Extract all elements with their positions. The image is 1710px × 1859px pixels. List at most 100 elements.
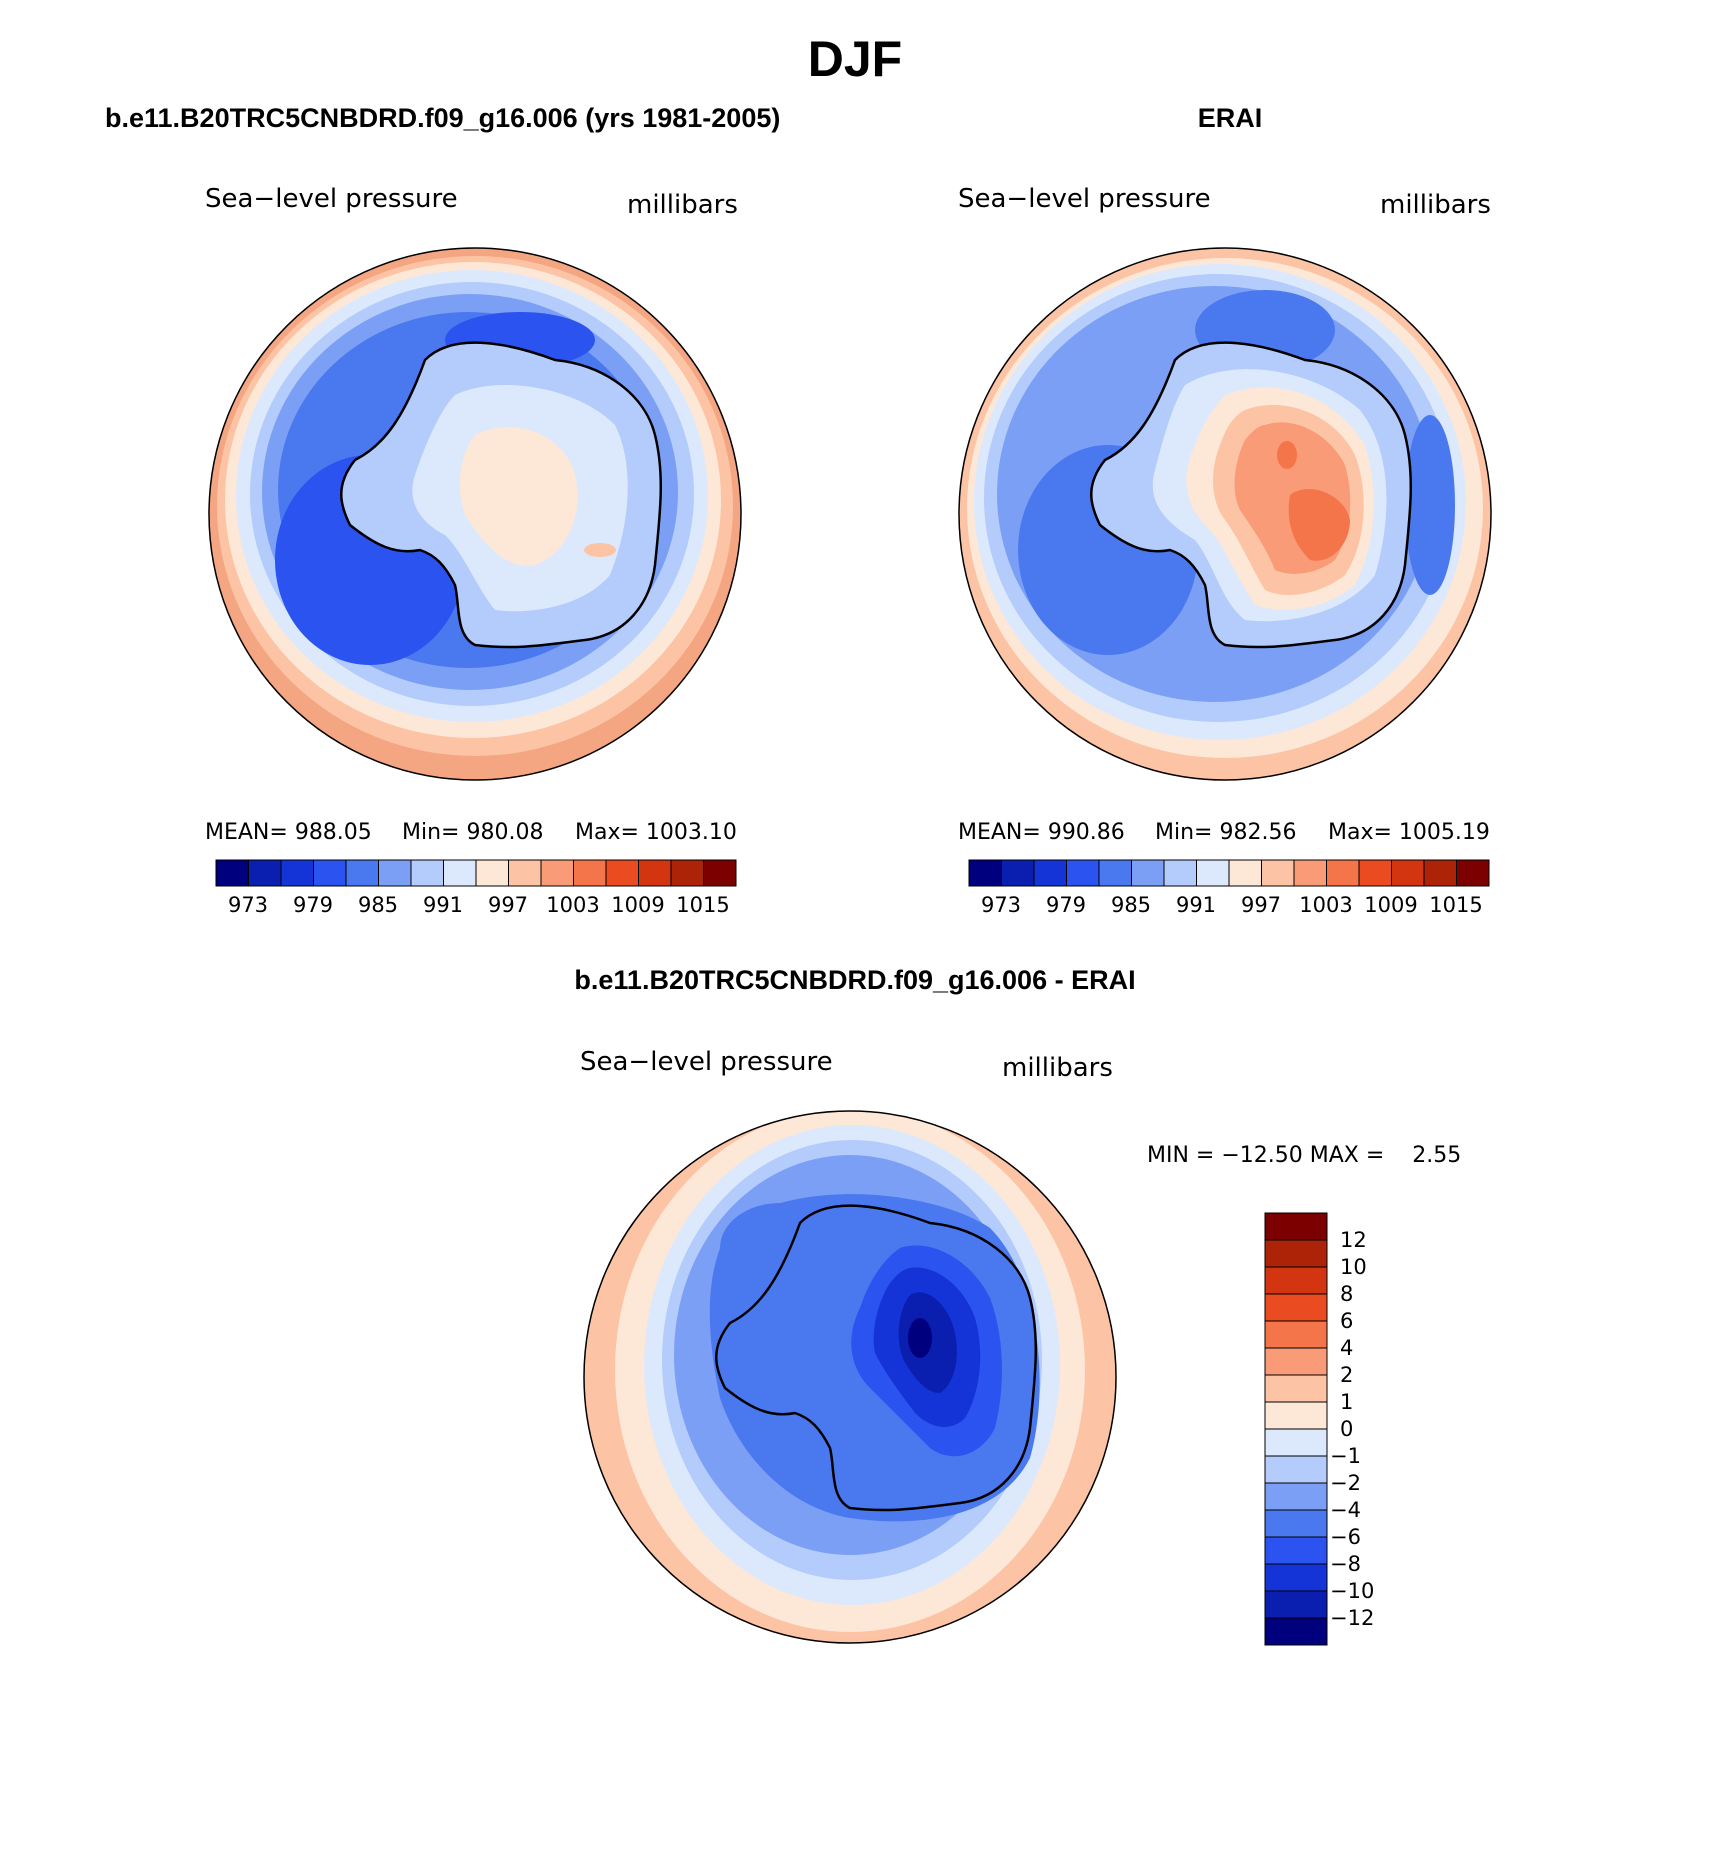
panel2-cb-tick: 985 bbox=[1111, 893, 1151, 917]
panel1-cb-tick: 991 bbox=[423, 893, 463, 917]
colorbar-swatch bbox=[280, 859, 314, 887]
colorbar-swatch bbox=[1264, 1347, 1328, 1376]
panel3-cb-tick: −12 bbox=[1330, 1606, 1374, 1630]
colorbar-swatch bbox=[670, 859, 704, 887]
panel1-colorbar-labels: 973 979 985 991 997 1003 1009 1015 bbox=[228, 893, 730, 917]
figure-title: DJF bbox=[807, 31, 903, 87]
panel3-field-label: Sea−level pressure bbox=[580, 1047, 833, 1077]
colorbar-swatch bbox=[475, 859, 509, 887]
colorbar-swatch bbox=[1261, 859, 1295, 887]
colorbar-swatch bbox=[1228, 859, 1262, 887]
panel3-minmax: MIN = −12.50 MAX = 2.55 bbox=[1147, 1143, 1461, 1168]
panel3-cb-tick: 0 bbox=[1340, 1417, 1353, 1441]
colorbar-swatch bbox=[1358, 859, 1392, 887]
panel1-units-label: millibars bbox=[627, 190, 738, 220]
panel2-cb-tick: 979 bbox=[1046, 893, 1086, 917]
colorbar-swatch bbox=[1264, 1374, 1328, 1403]
panel3-cb-tick: −8 bbox=[1330, 1552, 1361, 1576]
panel1-min: Min= 980.08 bbox=[402, 820, 543, 845]
colorbar-swatch bbox=[1131, 859, 1165, 887]
panel2-min: Min= 982.56 bbox=[1155, 820, 1296, 845]
colorbar-swatch bbox=[1264, 1590, 1328, 1619]
colorbar-swatch bbox=[540, 859, 574, 887]
panel2-max: Max= 1005.19 bbox=[1328, 820, 1490, 845]
panel3-cb-tick: −1 bbox=[1330, 1444, 1361, 1468]
panel3-cb-tick: −10 bbox=[1330, 1579, 1374, 1603]
panel3-cb-tick: −4 bbox=[1330, 1498, 1361, 1522]
colorbar-swatch bbox=[508, 859, 542, 887]
panel1-map bbox=[209, 248, 741, 780]
panel2-cb-tick: 1003 bbox=[1299, 893, 1352, 917]
panel2-cb-tick: 991 bbox=[1176, 893, 1216, 917]
colorbar-swatch bbox=[605, 859, 639, 887]
colorbar-swatch bbox=[248, 859, 282, 887]
panel3-cb-tick: 6 bbox=[1340, 1309, 1353, 1333]
panel1-cb-tick: 979 bbox=[293, 893, 333, 917]
colorbar-swatch bbox=[1264, 1455, 1328, 1484]
colorbar-swatch bbox=[1264, 1212, 1328, 1241]
panel3-cb-tick: 12 bbox=[1340, 1228, 1367, 1252]
panel3-cb-tick: −2 bbox=[1330, 1471, 1361, 1495]
colorbar-swatch bbox=[573, 859, 607, 887]
panel2-cb-tick: 973 bbox=[981, 893, 1021, 917]
colorbar-swatch bbox=[1264, 1320, 1328, 1349]
panel2-cb-tick: 997 bbox=[1241, 893, 1281, 917]
colorbar-swatch bbox=[443, 859, 477, 887]
colorbar-swatch bbox=[1163, 859, 1197, 887]
panel2-title: ERAI bbox=[1197, 103, 1263, 133]
panel3-map bbox=[584, 1111, 1116, 1643]
colorbar-swatch bbox=[345, 859, 379, 887]
panel3-title: b.e11.B20TRC5CNBDRD.f09_g16.006 - ERAI bbox=[574, 965, 1136, 995]
colorbar-swatch bbox=[1066, 859, 1100, 887]
panel1-colorbar bbox=[215, 859, 737, 887]
colorbar-swatch bbox=[1264, 1401, 1328, 1430]
panel3-cb-tick: −6 bbox=[1330, 1525, 1361, 1549]
panel1-field-label: Sea−level pressure bbox=[205, 184, 458, 214]
panel1-mean: MEAN= 988.05 bbox=[205, 820, 372, 845]
panel1-cb-tick: 985 bbox=[358, 893, 398, 917]
panel2-cb-tick: 1009 bbox=[1364, 893, 1417, 917]
panel2-units-label: millibars bbox=[1380, 190, 1491, 220]
colorbar-swatch bbox=[1264, 1563, 1328, 1592]
colorbar-swatch bbox=[215, 859, 249, 887]
panel3-colorbar-labels: 12 10 8 6 4 2 1 0 −1 −2 −4 −6 −8 −10 −12 bbox=[1330, 1228, 1374, 1630]
panel1-cb-tick: 1009 bbox=[611, 893, 664, 917]
colorbar-swatch bbox=[1264, 1239, 1328, 1268]
colorbar-swatch bbox=[1001, 859, 1035, 887]
colorbar-swatch bbox=[1456, 859, 1490, 887]
colorbar-swatch bbox=[1326, 859, 1360, 887]
colorbar-swatch bbox=[1264, 1509, 1328, 1538]
colorbar-swatch bbox=[968, 859, 1002, 887]
colorbar-swatch bbox=[1264, 1617, 1328, 1646]
panel3-cb-tick: 2 bbox=[1340, 1363, 1353, 1387]
panel1-title: b.e11.B20TRC5CNBDRD.f09_g16.006 (yrs 198… bbox=[105, 103, 781, 133]
colorbar-swatch bbox=[1293, 859, 1327, 887]
colorbar-swatch bbox=[1264, 1293, 1328, 1322]
panel3-cb-tick: 10 bbox=[1340, 1255, 1367, 1279]
colorbar-swatch bbox=[410, 859, 444, 887]
colorbar-swatch bbox=[638, 859, 672, 887]
panel2-cb-tick: 1015 bbox=[1429, 893, 1482, 917]
panel1-cb-tick: 973 bbox=[228, 893, 268, 917]
colorbar-swatch bbox=[313, 859, 347, 887]
colorbar-swatch bbox=[1423, 859, 1457, 887]
panel1-cb-tick: 997 bbox=[488, 893, 528, 917]
panel1-cb-tick: 1003 bbox=[546, 893, 599, 917]
panel3-units-label: millibars bbox=[1002, 1053, 1113, 1083]
panel2-colorbar-labels: 973 979 985 991 997 1003 1009 1015 bbox=[981, 893, 1483, 917]
colorbar-swatch bbox=[1196, 859, 1230, 887]
colorbar-swatch bbox=[378, 859, 412, 887]
colorbar-swatch bbox=[1391, 859, 1425, 887]
colorbar-swatch bbox=[1264, 1266, 1328, 1295]
colorbar-swatch bbox=[1264, 1428, 1328, 1457]
colorbar-swatch bbox=[703, 859, 737, 887]
panel3-cb-tick: 4 bbox=[1340, 1336, 1353, 1360]
panel1-cb-tick: 1015 bbox=[676, 893, 729, 917]
colorbar-swatch bbox=[1264, 1482, 1328, 1511]
panel3-cb-tick: 8 bbox=[1340, 1282, 1353, 1306]
panel3-cb-tick: 1 bbox=[1340, 1390, 1353, 1414]
panel2-field-label: Sea−level pressure bbox=[958, 184, 1211, 214]
panel2-map bbox=[959, 248, 1491, 780]
colorbar-swatch bbox=[1264, 1536, 1328, 1565]
